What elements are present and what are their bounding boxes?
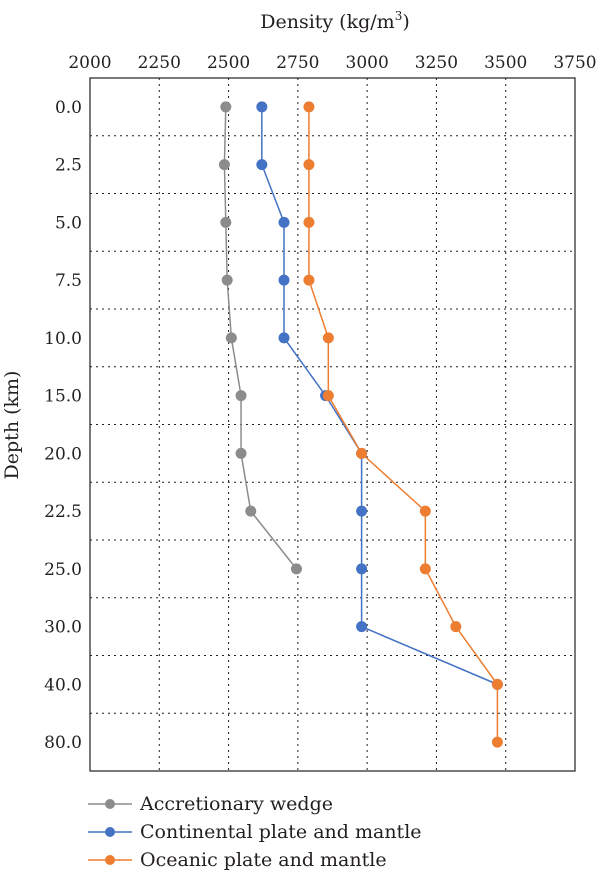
- data-point: [235, 447, 247, 459]
- series-line: [308, 106, 499, 743]
- data-point: [278, 274, 290, 286]
- data-point: [491, 736, 503, 748]
- data-point: [356, 447, 368, 459]
- x-tick-label: 2750: [276, 53, 319, 73]
- series-2: [303, 101, 503, 748]
- legend-swatch-icon: [88, 827, 132, 837]
- x-tick-label: 3500: [484, 53, 527, 73]
- x-tick-label: 3250: [415, 53, 458, 73]
- y-tick-label: 0.0: [55, 98, 82, 118]
- data-point: [220, 101, 232, 113]
- y-tick-label: 30.0: [44, 618, 82, 638]
- data-point: [303, 159, 315, 171]
- data-point: [221, 274, 233, 286]
- legend-label: Accretionary wedge: [140, 793, 333, 815]
- data-point: [278, 216, 290, 228]
- y-tick-label: 40.0: [44, 675, 82, 695]
- x-tick-label: 3750: [553, 53, 596, 73]
- y-tick-label: 7.5: [55, 271, 82, 291]
- data-point: [256, 159, 268, 171]
- series-0: [218, 101, 302, 575]
- data-point: [290, 563, 302, 575]
- y-tick-label: 10.0: [44, 329, 82, 349]
- legend: Accretionary wedge Continental plate and…: [88, 790, 422, 874]
- data-point: [303, 274, 315, 286]
- data-point: [303, 216, 315, 228]
- data-point: [220, 216, 232, 228]
- legend-label: Oceanic plate and mantle: [140, 849, 387, 871]
- x-tick-label: 2500: [207, 53, 250, 73]
- y-tick-label: 5.0: [55, 213, 82, 233]
- y-tick-label: 25.0: [44, 560, 82, 580]
- y-tick-label: 15.0: [44, 387, 82, 407]
- data-point: [278, 332, 290, 344]
- data-point: [419, 505, 431, 517]
- data-point: [245, 505, 257, 517]
- y-tick-label: 2.5: [55, 156, 82, 176]
- x-tick-label: 2250: [138, 53, 181, 73]
- y-axis-title: Depth (km): [1, 371, 23, 480]
- legend-swatch-icon: [88, 855, 132, 865]
- data-point: [322, 390, 334, 402]
- data-point: [322, 332, 334, 344]
- data-point: [235, 390, 247, 402]
- y-tick-label: 80.0: [44, 733, 82, 753]
- x-axis-title: Density (kg/m3): [260, 9, 410, 33]
- data-point: [225, 332, 237, 344]
- x-tick-label: 3000: [346, 53, 389, 73]
- data-point: [218, 159, 230, 171]
- legend-label: Continental plate and mantle: [140, 821, 422, 843]
- data-point: [419, 563, 431, 575]
- data-point: [256, 101, 268, 113]
- legend-item-oceanic-plate: Oceanic plate and mantle: [88, 846, 422, 874]
- data-point: [303, 101, 315, 113]
- data-point: [356, 563, 368, 575]
- y-tick-label: 22.5: [44, 502, 82, 522]
- legend-item-continental-plate: Continental plate and mantle: [88, 818, 422, 846]
- data-point: [491, 678, 503, 690]
- data-point: [356, 505, 368, 517]
- plot-area: [89, 77, 576, 772]
- y-tick-label: 20.0: [44, 444, 82, 464]
- x-tick-label: 2000: [68, 53, 111, 73]
- data-point: [356, 621, 368, 633]
- series-1: [256, 101, 503, 690]
- legend-item-accretionary-wedge: Accretionary wedge: [88, 790, 422, 818]
- data-point: [450, 621, 462, 633]
- legend-swatch-icon: [88, 799, 132, 809]
